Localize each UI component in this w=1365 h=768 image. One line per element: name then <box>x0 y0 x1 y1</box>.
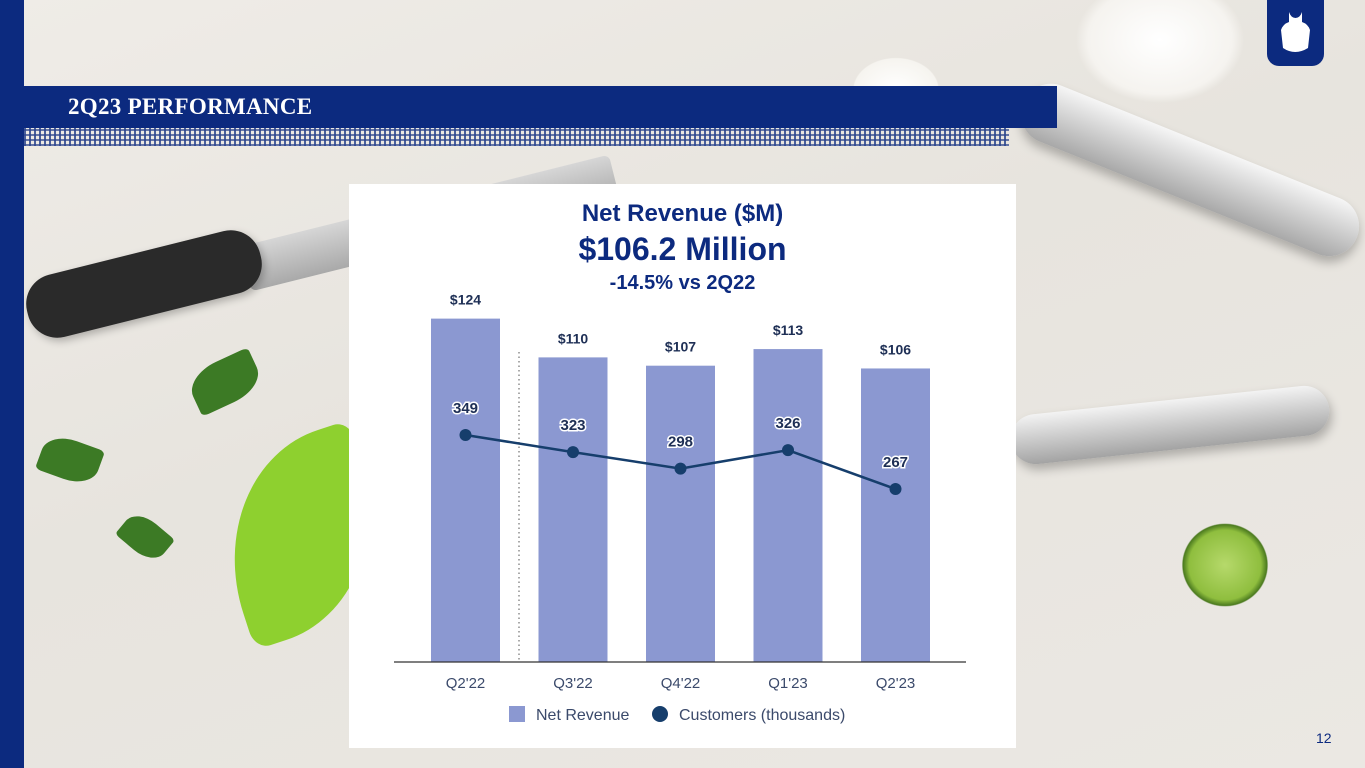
bar-net-revenue-3 <box>753 349 823 662</box>
x-tick-label-4: Q2'23 <box>876 675 916 692</box>
plaid-pattern-strip <box>24 128 1009 146</box>
x-tick-label-1: Q3'22 <box>553 675 593 692</box>
bar-net-revenue-1 <box>538 357 608 662</box>
bar-net-revenue-0 <box>431 318 500 662</box>
bar-value-label-2: $107 <box>665 339 696 355</box>
bar-value-label-4: $106 <box>880 341 911 357</box>
customers-value-label-2: 298 <box>668 434 693 451</box>
x-tick-label-3: Q1'23 <box>768 675 808 692</box>
title-bar <box>24 86 1057 128</box>
customers-point-1 <box>567 446 579 459</box>
bar-net-revenue-4 <box>861 368 930 662</box>
combo-chart: $124 $110 $107 $113 $106 349 323 298 326 267 Q2'2… <box>394 292 966 724</box>
chart-subtitle: -14.5% vs 2Q22 <box>609 272 756 294</box>
customers-point-3 <box>782 444 794 457</box>
customers-point-0 <box>459 429 472 441</box>
left-accent-bar <box>0 0 24 768</box>
bar-value-label-1: $110 <box>558 330 589 346</box>
apron-logo-icon <box>1267 0 1324 66</box>
chart-headline: $106.2 Million <box>578 231 787 267</box>
x-tick-label-2: Q4'22 <box>661 675 701 692</box>
legend-swatch-net-revenue <box>509 706 525 722</box>
bar-value-label-0: $124 <box>450 292 481 308</box>
x-tick-label-0: Q2'22 <box>446 675 486 692</box>
customers-value-label-4: 267 <box>883 454 908 471</box>
legend-label-customers: Customers (thousands) <box>679 707 845 724</box>
customers-value-label-1: 323 <box>560 417 585 434</box>
legend-swatch-customers <box>652 706 668 722</box>
legend-label-net-revenue: Net Revenue <box>536 707 629 724</box>
chart-title: Net Revenue ($M) <box>581 200 784 227</box>
bar-net-revenue-2 <box>646 365 715 662</box>
customers-point-4 <box>889 483 902 495</box>
customers-value-label-3: 326 <box>775 415 800 432</box>
customers-point-2 <box>674 462 687 475</box>
bar-value-label-3: $113 <box>773 322 804 338</box>
page-title: 2Q23 PERFORMANCE <box>68 94 313 119</box>
customers-value-label-0: 349 <box>453 400 478 417</box>
page-number: 12 <box>1316 730 1332 746</box>
